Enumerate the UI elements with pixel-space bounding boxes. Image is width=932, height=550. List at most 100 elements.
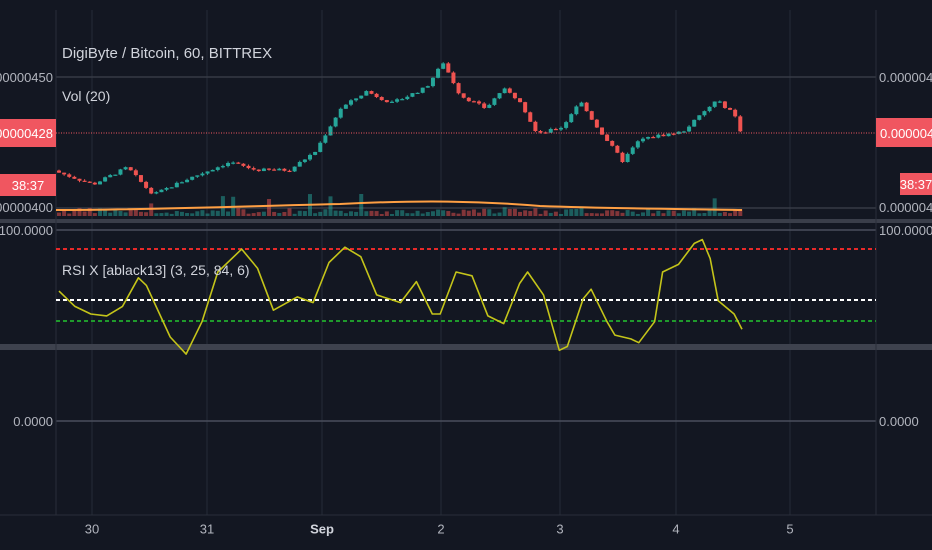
candle-body — [446, 63, 451, 73]
volume-bar — [364, 211, 369, 216]
candle-body — [185, 179, 190, 183]
volume-bar — [251, 213, 256, 216]
volume-bar — [77, 208, 82, 216]
candle-body — [661, 134, 666, 137]
volume-bar — [384, 211, 389, 216]
volume-bar — [543, 210, 548, 216]
candle-body — [154, 192, 159, 194]
candle-body — [133, 170, 138, 176]
right-countdown-badge — [900, 173, 932, 195]
candle-body — [717, 101, 722, 103]
candle-body — [722, 101, 727, 108]
candle-body — [594, 119, 599, 128]
volume-bar — [717, 212, 722, 216]
candle-body — [261, 168, 266, 172]
indicator-pane-separator[interactable] — [0, 344, 932, 350]
candle-body — [564, 122, 569, 128]
volume-bar — [236, 208, 241, 216]
volume-bar — [436, 209, 441, 216]
candle-body — [159, 189, 164, 193]
volume-bar — [477, 212, 482, 216]
candle-body — [687, 126, 692, 132]
candle-body — [425, 86, 430, 88]
volume-bar — [226, 211, 231, 216]
volume-bar — [328, 196, 333, 216]
volume-bar — [584, 213, 589, 216]
candle-body — [144, 181, 149, 188]
volume-bar — [297, 210, 302, 216]
candle-body — [113, 174, 118, 176]
candle-body — [410, 93, 415, 97]
volume-bar — [103, 210, 108, 216]
volume-bar — [292, 213, 297, 216]
candle-body — [728, 107, 733, 110]
right-countdown-value: 38:37 — [900, 177, 932, 192]
candle-body — [359, 95, 364, 99]
candle-body — [512, 92, 517, 99]
volume-bar — [738, 209, 743, 216]
candle-body — [195, 175, 200, 177]
volume-bar — [579, 206, 584, 216]
candle-body — [236, 162, 241, 164]
rsi-legend[interactable]: RSI X [ablack13] (3, 25, 84, 6) — [62, 262, 250, 278]
candle-body — [640, 138, 645, 142]
volume-bar — [646, 208, 651, 216]
volume-bar — [400, 210, 405, 216]
volume-bar — [538, 213, 543, 216]
volume-bar — [635, 213, 640, 216]
candle-body — [471, 101, 476, 103]
rsi-line — [58, 238, 743, 355]
volume-bar — [348, 211, 353, 216]
candle-body — [169, 187, 174, 189]
volume-bar — [430, 211, 435, 216]
volume-bar — [502, 207, 507, 216]
volume-bar — [256, 212, 261, 216]
candle-body — [231, 162, 236, 164]
candle-body — [308, 154, 313, 160]
candle-body — [610, 140, 615, 146]
volume-bar — [681, 210, 686, 216]
volume-bar — [87, 208, 92, 216]
volume-bar — [528, 211, 533, 216]
volume-bar — [446, 211, 451, 216]
candle-body — [692, 119, 697, 127]
volume-bar — [687, 211, 692, 216]
candle-body — [599, 127, 604, 135]
volume-legend[interactable]: Vol (20) — [62, 88, 110, 104]
volume-bar — [123, 212, 128, 216]
volume-bar — [733, 209, 738, 216]
time-label-2: 2 — [437, 522, 444, 537]
volume-bar — [666, 210, 671, 216]
candle-body — [220, 166, 225, 168]
volume-bar — [482, 208, 487, 216]
volume-bar — [661, 213, 666, 216]
volume-bar — [523, 210, 528, 216]
volume-bar — [82, 211, 87, 216]
candle-body — [241, 163, 246, 166]
volume-bar — [118, 211, 123, 216]
candle-body — [492, 98, 497, 105]
pane-separator[interactable] — [0, 219, 932, 223]
candle-body — [461, 93, 466, 98]
volume-bar — [246, 213, 251, 216]
candle-body — [282, 168, 287, 171]
candle-body — [395, 99, 400, 102]
symbol-title[interactable]: DigiByte / Bitcoin, 60, BITTREX — [62, 45, 272, 62]
volume-bar — [195, 211, 200, 216]
volume-bar — [241, 209, 246, 216]
volume-bar — [707, 209, 712, 216]
volume-bar — [374, 211, 379, 216]
volume-bar — [57, 212, 61, 216]
volume-bar — [261, 211, 266, 216]
candle-body — [482, 103, 487, 108]
candle-body — [466, 97, 471, 102]
candle-body — [369, 91, 374, 94]
candle-body — [405, 96, 410, 100]
volume-bar — [697, 213, 702, 216]
right-rsi-tick-0: 0.0000 — [879, 414, 919, 429]
candle-body — [569, 114, 574, 123]
time-label-sep: Sep — [310, 522, 334, 537]
candle-body — [328, 126, 333, 136]
volume-bar — [610, 210, 615, 216]
